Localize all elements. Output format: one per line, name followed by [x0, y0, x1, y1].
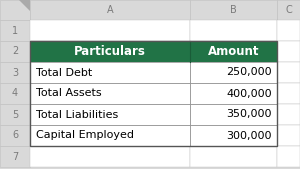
Bar: [0, 125, 30, 146]
Bar: [190, 0, 277, 20]
Text: 6: 6: [12, 130, 18, 140]
Bar: [30, 41, 277, 62]
Bar: [190, 83, 277, 104]
Bar: [190, 104, 277, 125]
Bar: [30, 62, 190, 83]
Text: Total Debt: Total Debt: [36, 67, 92, 78]
Text: 7: 7: [12, 151, 18, 162]
Text: Total Assets: Total Assets: [36, 89, 102, 99]
Text: 300,000: 300,000: [226, 130, 272, 140]
Bar: [190, 104, 277, 125]
Bar: [0, 146, 30, 167]
Bar: [190, 125, 277, 146]
Text: 4: 4: [12, 89, 18, 99]
Bar: [190, 41, 277, 62]
Text: A: A: [107, 5, 113, 15]
Text: Amount: Amount: [208, 45, 259, 58]
Text: 1: 1: [12, 26, 18, 35]
Text: Capital Employed: Capital Employed: [36, 130, 134, 140]
Bar: [0, 0, 30, 20]
Text: 250,000: 250,000: [226, 67, 272, 78]
Text: 2: 2: [12, 46, 18, 56]
Text: 5: 5: [12, 110, 18, 119]
Bar: [30, 0, 190, 20]
Bar: [277, 0, 300, 20]
Bar: [30, 104, 190, 125]
Bar: [0, 83, 30, 104]
Bar: [30, 125, 190, 146]
Text: Particulars: Particulars: [74, 45, 146, 58]
Bar: [30, 125, 190, 146]
Bar: [30, 20, 190, 41]
Bar: [0, 104, 30, 125]
Bar: [0, 41, 30, 62]
Text: Total Liabilities: Total Liabilities: [36, 110, 118, 119]
Bar: [30, 41, 190, 62]
Text: 3: 3: [12, 67, 18, 78]
Bar: [190, 62, 277, 83]
Bar: [190, 125, 277, 146]
Bar: [0, 20, 30, 41]
Bar: [277, 104, 300, 125]
Text: 350,000: 350,000: [226, 110, 272, 119]
Bar: [190, 62, 277, 83]
Bar: [190, 83, 277, 104]
Bar: [30, 146, 190, 167]
Bar: [30, 83, 190, 104]
Polygon shape: [19, 0, 30, 11]
Bar: [30, 104, 190, 125]
Bar: [0, 62, 30, 83]
Text: 400,000: 400,000: [226, 89, 272, 99]
Bar: [277, 62, 300, 83]
Bar: [277, 125, 300, 146]
Text: B: B: [230, 5, 237, 15]
Bar: [30, 62, 190, 83]
Bar: [30, 41, 277, 146]
Text: C: C: [285, 5, 292, 15]
Bar: [277, 20, 300, 41]
Bar: [277, 83, 300, 104]
Bar: [277, 41, 300, 62]
Bar: [277, 146, 300, 167]
Bar: [190, 146, 277, 167]
Bar: [190, 20, 277, 41]
Bar: [30, 83, 190, 104]
